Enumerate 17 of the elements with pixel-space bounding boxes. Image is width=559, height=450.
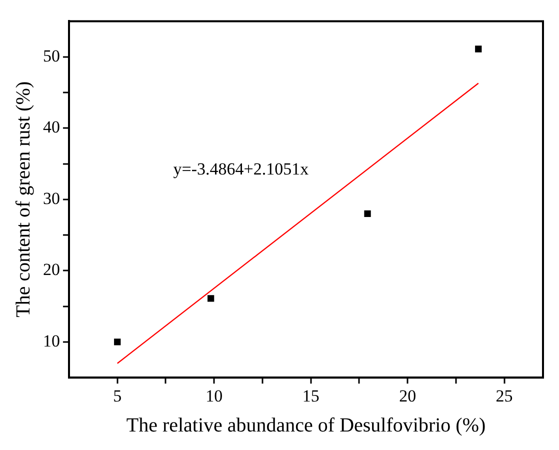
x-tick-label: 10 [206, 386, 223, 406]
x-tick-label: 20 [399, 386, 416, 406]
annotation: y=-3.4864+2.1051x [173, 159, 310, 178]
x-tick-label: 15 [302, 386, 320, 406]
point [114, 338, 121, 346]
y-axis-title: The content of green rust (%) [12, 81, 34, 318]
y-tick-label: 50 [43, 46, 60, 66]
y-tick-label: 40 [43, 118, 60, 137]
point [364, 210, 371, 217]
point [207, 295, 214, 302]
x-tick-label: 5 [113, 386, 122, 406]
x-axis-title: The relative abundance of Desulfovibrio (%) [126, 414, 486, 436]
y-tick-label: 20 [43, 260, 60, 280]
point [475, 46, 482, 52]
x-tick-label: 25 [496, 386, 513, 406]
y-tick-label: 10 [43, 331, 60, 350]
y-tick-label: 30 [43, 188, 60, 208]
